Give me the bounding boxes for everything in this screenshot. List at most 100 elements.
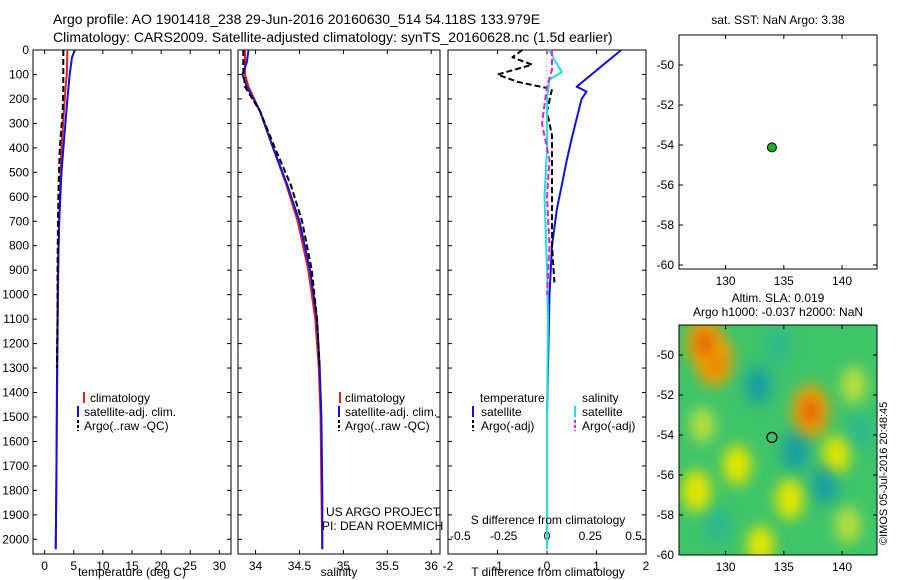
difference-series bbox=[496, 49, 622, 550]
lat-tick-label: -58 bbox=[657, 508, 675, 522]
temperature-series bbox=[54, 49, 76, 550]
series-temperature-argo-adj bbox=[496, 49, 556, 283]
legend-label-satellite: satellite-adj. clim. bbox=[345, 405, 437, 419]
x-tick-label: 34 bbox=[249, 559, 263, 573]
depth-tick-label: 1100 bbox=[3, 312, 29, 326]
x-tick-label: 35.5 bbox=[376, 559, 400, 573]
depth-tick-label: 1200 bbox=[2, 337, 29, 351]
sla-anomaly-blob bbox=[689, 407, 715, 443]
top-tick-label: -0.5 bbox=[450, 529, 471, 543]
lat-tick-label: -58 bbox=[657, 218, 675, 232]
sla-anomaly-blob bbox=[811, 465, 839, 505]
x-tick-label: -1 bbox=[492, 559, 503, 573]
difference-top-label: S difference from climatology bbox=[471, 513, 626, 527]
sst-map-marks: 130 135 140 -50 -52 -54 -56 -58 -60 bbox=[657, 35, 877, 288]
lon-tick-label: 140 bbox=[832, 560, 852, 574]
lat-tick-label: -52 bbox=[657, 388, 675, 402]
depth-tick-label: 1800 bbox=[2, 483, 29, 497]
sla-anomaly-blob bbox=[847, 413, 872, 449]
legend-label-climatology: climatology bbox=[90, 391, 150, 405]
x-tick-label: 34.5 bbox=[288, 559, 312, 573]
series-argo-raw-qc bbox=[242, 50, 321, 369]
depth-tick-label: 300 bbox=[9, 116, 29, 130]
depth-tick-label: 1300 bbox=[2, 361, 29, 375]
lat-tick-label: -56 bbox=[657, 468, 675, 482]
header-line-1: Argo profile: AO 1901418_238 29-Jun-2016… bbox=[53, 11, 541, 27]
depth-tick-label: 200 bbox=[9, 92, 29, 106]
x-tick-label: 20 bbox=[154, 559, 168, 573]
argo-position-marker bbox=[766, 431, 778, 443]
lon-tick-label: 130 bbox=[716, 274, 736, 288]
temperature-legend: climatology satellite-adj. clim. Argo(..… bbox=[77, 391, 176, 433]
depth-tick-label: 1500 bbox=[2, 410, 29, 424]
lat-tick-label: -54 bbox=[657, 428, 675, 442]
project-credit: US ARGO PROJECT bbox=[326, 505, 441, 519]
series-satellite-adj-clim bbox=[241, 49, 324, 550]
depth-tick-label: 400 bbox=[9, 141, 29, 155]
legend-label-climatology: climatology bbox=[345, 391, 405, 405]
top-tick-label: -0.25 bbox=[490, 529, 518, 543]
sla-blobs bbox=[681, 325, 872, 555]
depth-tick-label: 1900 bbox=[2, 508, 29, 522]
lon-tick-label: 135 bbox=[774, 560, 794, 574]
legend-label-temp-argo: Argo(-adj) bbox=[481, 419, 534, 433]
sst-map-title: sat. SST: NaN Argo: 3.38 bbox=[711, 13, 845, 27]
sla-heatmap bbox=[679, 325, 877, 555]
lat-tick-label: -60 bbox=[657, 548, 675, 562]
legend-label-argo: Argo(..raw -QC) bbox=[84, 419, 169, 433]
top-tick-label: 0.5 bbox=[625, 529, 642, 543]
salinity-series bbox=[241, 49, 324, 550]
sla-anomaly-blob bbox=[766, 327, 790, 363]
depth-tick-label: 600 bbox=[9, 190, 29, 204]
x-tick-label: 36 bbox=[425, 559, 439, 573]
lat-tick-label: -56 bbox=[657, 178, 675, 192]
salinity-legend: climatology satellite-adj. clim. Argo(..… bbox=[338, 391, 437, 433]
sla-anomaly-blob bbox=[822, 435, 850, 475]
salinity-ticks: 34 34.5 35 35.5 36 bbox=[238, 49, 440, 573]
legend-title-salinity: salinity bbox=[582, 391, 619, 405]
depth-tick-label: 1700 bbox=[2, 459, 29, 473]
series-salinity-argo-adj bbox=[541, 50, 553, 295]
sla-anomaly-blob bbox=[834, 506, 861, 544]
difference-legend: temperature salinity satellite Argo(-adj… bbox=[472, 391, 635, 433]
lat-tick-label: -52 bbox=[657, 98, 675, 112]
legend-label-sal-argo: Argo(-adj) bbox=[582, 419, 635, 433]
sla-anomaly-blob bbox=[704, 506, 731, 544]
lon-tick-label: 140 bbox=[832, 274, 852, 288]
sla-anomaly-core bbox=[803, 398, 818, 424]
lat-tick-label: -50 bbox=[657, 58, 675, 72]
temperature-xlabel: temperature (deg C) bbox=[78, 565, 186, 579]
depth-tick-label: 100 bbox=[9, 67, 29, 81]
sla-anomaly-blob bbox=[723, 444, 752, 486]
depth-tick-label: 1600 bbox=[2, 434, 29, 448]
sla-map-marks: 130 135 140 -50 -52 -54 -56 -58 -60 bbox=[657, 325, 877, 574]
difference-panel: -2 -1 0 1 2-0.5 -0.25 0 0.25 0.5 temperature sal… bbox=[443, 49, 650, 579]
sla-map-title: Altim. SLA: 0.019 bbox=[732, 291, 825, 305]
header-line-2: Climatology: CARS2009. Satellite-adjuste… bbox=[53, 29, 613, 45]
x-tick-label: 0 bbox=[544, 559, 551, 573]
series-argo-raw-qc bbox=[55, 50, 65, 369]
depth-tick-label: 1000 bbox=[2, 288, 29, 302]
depth-tick-label: 1400 bbox=[2, 386, 29, 400]
sla-anomaly-blob bbox=[775, 478, 804, 520]
x-tick-label: 10 bbox=[96, 559, 110, 573]
sla-map-panel: Altim. SLA: 0.019 Argo h1000: -0.037 h20… bbox=[657, 291, 878, 574]
sla-anomaly-blob bbox=[781, 430, 810, 472]
top-tick-label: 0.25 bbox=[579, 529, 603, 543]
temperature-axes bbox=[32, 49, 232, 555]
x-tick-label: 35 bbox=[337, 559, 351, 573]
depth-tick-label: 0 bbox=[22, 43, 29, 57]
x-tick-label: 2 bbox=[643, 559, 650, 573]
temperature-panel: 0100200300400500600700800900100011001200… bbox=[2, 43, 232, 579]
depth-tick-label: 700 bbox=[9, 214, 29, 228]
legend-label-satellite: satellite-adj. clim. bbox=[84, 405, 176, 419]
sla-map-axes bbox=[678, 324, 878, 556]
sla-anomaly-blob bbox=[840, 366, 867, 404]
sla-anomaly-blob bbox=[747, 525, 775, 555]
temperature-ticks: 0100200300400500600700800900100011001200… bbox=[2, 43, 231, 573]
salinity-panel: 34 34.5 35 35.5 36 climatology satellite-adj… bbox=[237, 49, 441, 579]
sst-map-axes bbox=[678, 34, 878, 270]
salinity-xlabel: salinity bbox=[321, 565, 358, 579]
legend-label-argo: Argo(..raw -QC) bbox=[345, 419, 430, 433]
